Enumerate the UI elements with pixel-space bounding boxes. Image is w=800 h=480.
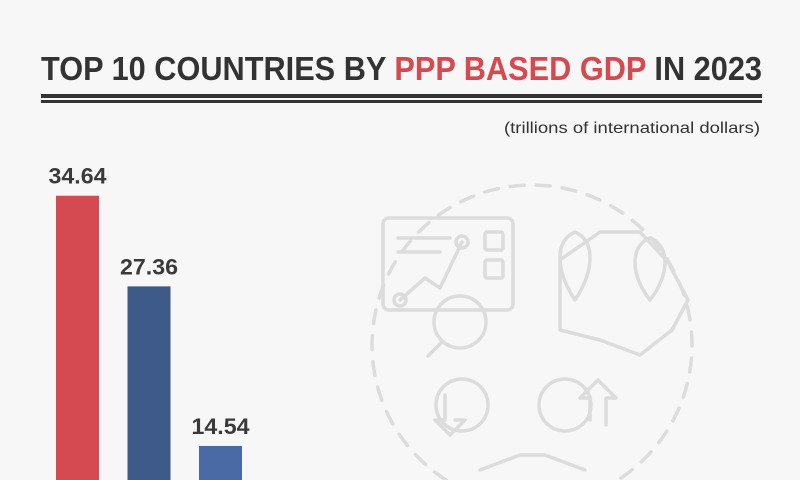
bar-value-label-2: 27.36 [120,254,178,279]
title-rule-top [41,94,762,98]
title-rule-bottom [41,100,762,103]
dashed-ring [370,183,694,480]
chart-title: TOP 10 COUNTRIES BY PPP BASED GDP IN 202… [41,50,762,87]
bar-2 [127,286,171,480]
bar-1 [56,195,99,480]
bar-value-label-3: 14.54 [192,414,251,439]
bar-value-label-1: 34.64 [49,164,108,189]
decorative-finance-icon [370,183,694,480]
bar-3 [199,445,242,480]
bars-group: 34.64 27.36 14.54 [49,164,251,480]
chart-subtitle: (trillions of international dollars) [504,120,760,137]
